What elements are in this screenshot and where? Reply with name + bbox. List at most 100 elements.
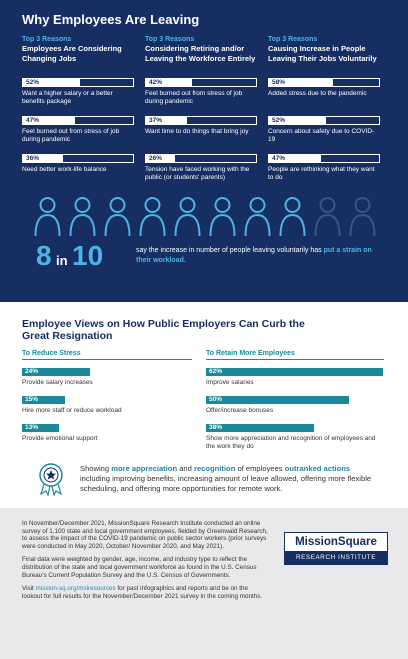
text-segment: more appreciation bbox=[111, 464, 178, 473]
text-segment: Visit bbox=[22, 585, 36, 593]
reason-text: Want time to do things that bring joy bbox=[145, 128, 249, 135]
stat-text: say the increase in number of people lea… bbox=[136, 246, 376, 266]
text-segment: Final data were weighted by gender, age,… bbox=[22, 556, 257, 579]
text-segment: Showing bbox=[80, 464, 112, 473]
person-icon bbox=[244, 197, 271, 236]
bar-track: 26% bbox=[145, 154, 257, 163]
bar: 13% bbox=[22, 424, 60, 432]
reason-text: Tension have faced working with the publ… bbox=[145, 166, 250, 181]
footer-text: In November/December 2021, MissionSquare… bbox=[22, 520, 270, 606]
callout: Showing more appreciation and recognitio… bbox=[80, 464, 380, 494]
reason-column: Top 3 Reasons Employees Are Considering C… bbox=[22, 36, 134, 184]
person-icon bbox=[279, 197, 306, 236]
section-title: Why Employees Are Leaving bbox=[22, 12, 200, 27]
bar: 47% bbox=[23, 117, 75, 124]
text-segment: mission-sq.org/mslresources bbox=[35, 585, 116, 593]
view-text: Hire more staff or reduce workload bbox=[22, 407, 122, 414]
person-icon bbox=[104, 197, 131, 236]
leaving-section: Why Employees Are Leaving 8 in 10 say th… bbox=[0, 0, 408, 302]
value-label: 13% bbox=[25, 424, 39, 431]
value-label: 37% bbox=[149, 117, 163, 124]
bar: 42% bbox=[146, 79, 193, 86]
reason-item: 52% Concern about safety due to COVID-19 bbox=[268, 116, 380, 146]
people-icons bbox=[34, 197, 376, 236]
value-label: 50% bbox=[209, 396, 223, 403]
value-label: 52% bbox=[26, 79, 40, 86]
value-label: 62% bbox=[209, 368, 223, 375]
reason-column: Top 3 Reasons Causing Increase in People … bbox=[268, 36, 380, 184]
bar: 50% bbox=[206, 396, 349, 404]
bar-track: 58% bbox=[268, 78, 380, 87]
footer: In November/December 2021, MissionSquare… bbox=[0, 508, 408, 659]
value-label: 15% bbox=[25, 396, 39, 403]
column-heading: Causing Increase in People Leaving Their… bbox=[268, 44, 377, 63]
value-label: 36% bbox=[26, 155, 40, 162]
logo-name: MissionSquare bbox=[285, 533, 387, 551]
reason-item: 36% Need better work-life balance bbox=[22, 154, 134, 184]
view-text: Provide salary increases bbox=[22, 379, 93, 386]
view-item: 62% Improve salaries bbox=[206, 368, 383, 390]
value-label: 26% bbox=[149, 155, 163, 162]
bar-track: 42% bbox=[145, 78, 257, 87]
reason-text: Added stress due to the pandemic bbox=[268, 90, 367, 97]
views-column: To Retain More Employees 62% Improve salar… bbox=[206, 350, 384, 450]
view-text: Offer/increase bonuses bbox=[206, 407, 274, 414]
view-item: 13% Provide emotional support bbox=[22, 424, 192, 446]
reason-text: People are rethinking what they want to … bbox=[268, 166, 375, 181]
person-icon bbox=[349, 197, 376, 236]
text-segment: outranked actions bbox=[284, 464, 351, 473]
stat-denominator: 10 bbox=[72, 240, 104, 271]
text-segment: put a strain on their workload. bbox=[136, 247, 372, 264]
bar: 37% bbox=[146, 117, 187, 124]
column-heading: To Retain More Employees bbox=[206, 350, 384, 360]
column-heading: To Reduce Stress bbox=[22, 350, 192, 360]
view-text: Provide emotional support bbox=[22, 435, 98, 442]
value-label: 47% bbox=[272, 155, 286, 162]
bar-track: 47% bbox=[268, 154, 380, 163]
text-segment: and bbox=[177, 464, 194, 473]
value-label: 52% bbox=[272, 117, 286, 124]
person-icon bbox=[209, 197, 236, 236]
bar-track: 47% bbox=[22, 116, 134, 125]
column-kicker: Top 3 Reasons bbox=[268, 36, 318, 43]
bar: 15% bbox=[22, 396, 65, 404]
value-label: 42% bbox=[149, 79, 163, 86]
views-column: To Reduce Stress 24% Provide salary increa… bbox=[22, 350, 192, 446]
text-segment: including improving benefits, increasing… bbox=[80, 474, 372, 493]
bar-track: 37% bbox=[145, 116, 257, 125]
reason-column: Top 3 Reasons Considering Retiring and/or… bbox=[145, 36, 257, 184]
bar: 47% bbox=[269, 155, 321, 162]
view-item: 38% Show more appreciation and recognitio… bbox=[206, 424, 376, 450]
reason-item: 58% Added stress due to the pandemic bbox=[268, 78, 380, 108]
text-segment: recognition bbox=[193, 464, 236, 473]
view-text: Improve salaries bbox=[206, 379, 254, 386]
text-segment: for past infographics and reports and be… bbox=[22, 585, 263, 600]
bar: 62% bbox=[206, 368, 383, 376]
bar-track: 52% bbox=[268, 116, 380, 125]
bar-track: 36% bbox=[22, 154, 134, 163]
column-heading: Considering Retiring and/or Leaving the … bbox=[145, 44, 256, 63]
section-title: Employee Views on How Public Employers C… bbox=[22, 318, 305, 342]
footer-paragraph: In November/December 2021, MissionSquare… bbox=[22, 520, 270, 550]
bar: 36% bbox=[23, 155, 63, 162]
text-segment: In November/December 2021, MissionSquare… bbox=[22, 520, 268, 550]
reason-item: 26% Tension have faced working with the p… bbox=[145, 154, 257, 184]
reason-text: Feel burned out from stress of job durin… bbox=[22, 128, 120, 143]
reason-item: 47% People are rethinking what they want … bbox=[268, 154, 380, 184]
reason-item: 52% Want a higher salary or a better bene… bbox=[22, 78, 134, 108]
views-section: Employee Views on How Public Employers C… bbox=[0, 302, 408, 508]
bar: 24% bbox=[22, 368, 91, 376]
text-segment: of employees bbox=[235, 464, 285, 473]
reason-text: Want a higher salary or a better benefit… bbox=[22, 90, 113, 105]
footer-paragraph: Visit mission-sq.org/mslresources for pa… bbox=[22, 585, 270, 600]
person-icon bbox=[314, 197, 341, 236]
bar: 52% bbox=[23, 79, 81, 86]
bar: 26% bbox=[146, 155, 175, 162]
person-icon bbox=[69, 197, 96, 236]
column-heading: Employees Are Considering Changing Jobs bbox=[22, 44, 122, 63]
badge-icon bbox=[39, 463, 63, 496]
footer-paragraph: Final data were weighted by gender, age,… bbox=[22, 556, 270, 579]
bar-track: 52% bbox=[22, 78, 134, 87]
view-item: 50% Offer/increase bonuses bbox=[206, 396, 376, 418]
